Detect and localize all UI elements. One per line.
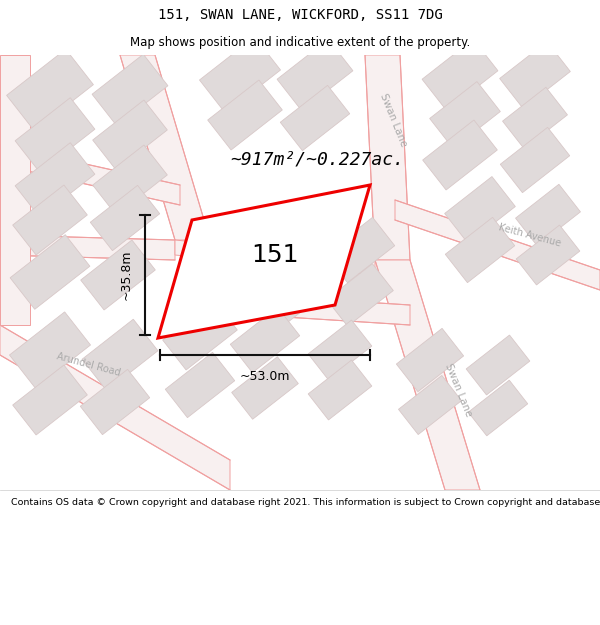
Text: ~917m²/~0.227ac.: ~917m²/~0.227ac. (230, 151, 404, 169)
Polygon shape (0, 145, 180, 205)
Polygon shape (10, 235, 90, 309)
Polygon shape (308, 320, 372, 380)
Text: Swan Lane: Swan Lane (443, 362, 473, 418)
Text: ~35.8m: ~35.8m (120, 250, 133, 300)
Polygon shape (500, 127, 570, 192)
Polygon shape (163, 300, 238, 370)
Polygon shape (277, 39, 353, 111)
Text: Arundel Road: Arundel Road (55, 352, 121, 378)
Polygon shape (80, 369, 150, 434)
Text: 151: 151 (251, 243, 299, 267)
Polygon shape (422, 120, 497, 190)
Polygon shape (7, 49, 94, 131)
Polygon shape (397, 328, 464, 392)
Polygon shape (466, 335, 530, 395)
Polygon shape (262, 264, 328, 326)
Polygon shape (82, 319, 158, 391)
Polygon shape (120, 55, 210, 240)
Polygon shape (10, 312, 91, 388)
Polygon shape (503, 88, 568, 149)
Polygon shape (515, 184, 580, 246)
Polygon shape (0, 55, 30, 325)
Text: Keith Avenue: Keith Avenue (498, 222, 562, 248)
Polygon shape (308, 360, 372, 420)
Text: Map shows position and indicative extent of the property.: Map shows position and indicative extent… (130, 36, 470, 49)
Polygon shape (80, 240, 155, 310)
Polygon shape (500, 41, 571, 109)
Polygon shape (0, 325, 230, 490)
Polygon shape (398, 376, 461, 434)
Polygon shape (445, 176, 515, 244)
Polygon shape (158, 185, 370, 338)
Polygon shape (175, 290, 410, 325)
Polygon shape (92, 100, 167, 170)
Polygon shape (92, 145, 167, 215)
Polygon shape (516, 225, 580, 285)
Polygon shape (422, 39, 498, 111)
Polygon shape (395, 200, 600, 290)
Polygon shape (260, 216, 330, 281)
Polygon shape (280, 86, 350, 151)
Text: Contains OS data © Crown copyright and database right 2021. This information is : Contains OS data © Crown copyright and d… (11, 498, 600, 507)
Polygon shape (232, 357, 298, 419)
Polygon shape (445, 217, 515, 282)
Text: 151, SWAN LANE, WICKFORD, SS11 7DG: 151, SWAN LANE, WICKFORD, SS11 7DG (158, 8, 442, 22)
Polygon shape (92, 54, 168, 126)
Polygon shape (0, 235, 175, 260)
Polygon shape (468, 380, 528, 436)
Polygon shape (175, 240, 375, 275)
Text: ~53.0m: ~53.0m (240, 370, 290, 383)
Polygon shape (208, 80, 283, 150)
Polygon shape (230, 308, 300, 372)
Polygon shape (13, 185, 88, 255)
Polygon shape (15, 98, 95, 172)
Polygon shape (15, 142, 95, 218)
Polygon shape (325, 217, 395, 282)
Polygon shape (365, 55, 410, 260)
Polygon shape (90, 186, 160, 251)
Polygon shape (326, 264, 394, 326)
Polygon shape (13, 365, 88, 435)
Polygon shape (375, 260, 480, 490)
Polygon shape (165, 352, 235, 418)
Text: Swan Lane: Swan Lane (378, 92, 408, 148)
Polygon shape (430, 81, 500, 149)
Polygon shape (199, 37, 281, 113)
